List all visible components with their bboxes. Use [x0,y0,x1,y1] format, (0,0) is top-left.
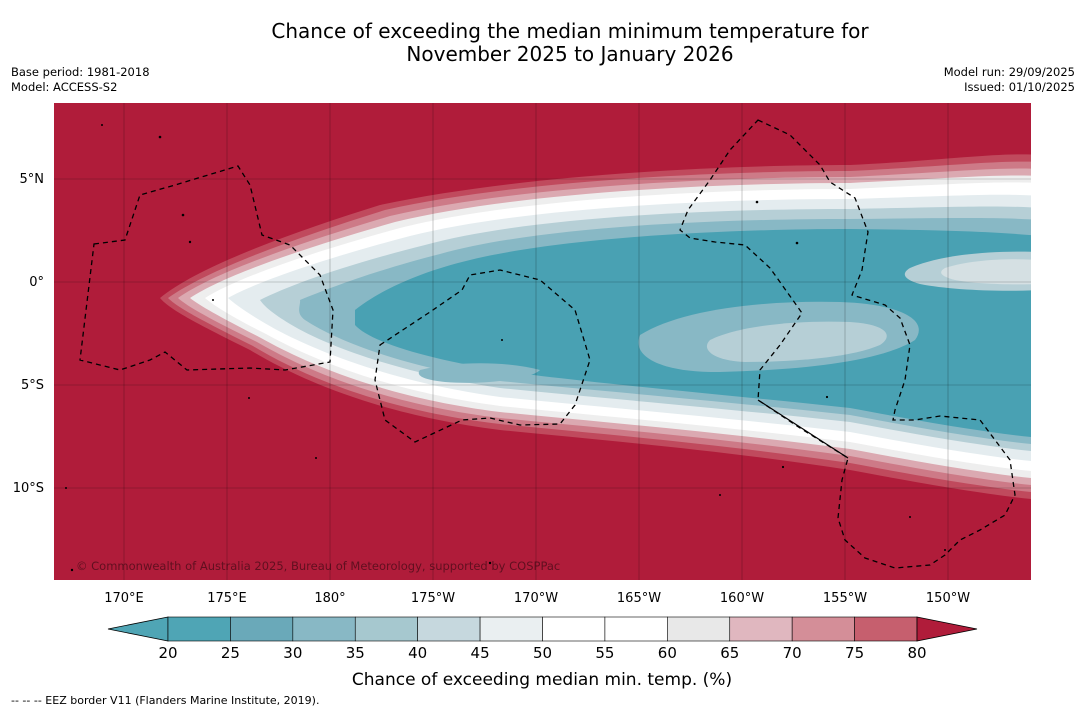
island [719,494,721,496]
colorbar-segment [604,616,668,642]
island [158,135,162,139]
colorbar-tick-label: 60 [658,644,677,662]
meta-left: Base period: 1981-2018 Model: ACCESS-S2 [11,65,150,95]
colorbar-segment [542,616,606,642]
lon-label: 170°W [514,591,558,606]
title-line-1: Chance of exceeding the median minimum t… [271,19,869,43]
colorbar-extend-low [107,616,169,642]
lon-label: 155°W [823,591,867,606]
island [315,457,317,459]
lat-label: 5°S [21,378,44,393]
colorbar-segment [230,616,294,642]
colorbar-tick-label: 40 [408,644,427,662]
lon-label: 150°W [926,591,970,606]
eez-borders [79,119,1016,569]
colorbar-segments [107,616,978,642]
lat-labels: 5°N 0° 5°S 10°S [13,172,44,496]
lon-label: 170°E [104,591,144,606]
islands [65,124,946,572]
island [781,465,785,469]
lon-label: 165°W [617,591,661,606]
colorbar: 20 25 30 35 40 45 50 55 60 65 70 75 80 Chance of exc… [107,616,978,690]
patch-center-light [706,321,887,362]
island [188,240,192,244]
footer-note: -- -- -- EEZ border V11 (Flanders Marine… [11,694,320,707]
island [181,213,185,217]
colorbar-tick-label: 55 [595,644,614,662]
island [65,487,67,489]
colorbar-segment [167,616,231,642]
colorbar-segment [354,616,418,642]
chart-title: Chance of exceeding the median minimum t… [0,20,1085,66]
colorbar-tick-label: 70 [783,644,802,662]
island [70,568,74,572]
lat-label: 5°N [20,172,45,187]
colorbar-ticks: 20 25 30 35 40 45 50 55 60 65 70 75 80 [158,644,926,662]
lon-label: 175°E [207,591,247,606]
meta-right: Model run: 29/09/2025 Issued: 01/10/2025 [944,65,1075,95]
lat-label: 10°S [13,481,44,496]
colorbar-segment [479,616,543,642]
eez-tokelau-phoenix [374,269,591,443]
model-name: Model: ACCESS-S2 [11,80,118,94]
colorbar-extend-high [916,616,978,642]
island [755,200,759,204]
colorbar-segment [791,616,855,642]
lon-label: 160°W [720,591,764,606]
colorbar-segment [729,616,793,642]
colorbar-tick-label: 65 [720,644,739,662]
colorbar-tick-label: 30 [283,644,302,662]
eez-solid-segment [757,399,849,459]
lon-label: 175°W [411,591,455,606]
eez-kiribati-gilberts [79,165,334,371]
eez-line-islands [679,119,1016,569]
graticule [54,103,1031,580]
issued-date: Issued: 01/10/2025 [964,80,1075,94]
island [212,299,214,301]
colorbar-tick-label: 50 [533,644,552,662]
island [909,516,911,518]
colorbar-tick-label: 35 [346,644,365,662]
colorbar-segment [417,616,481,642]
colorbar-tick-label: 20 [158,644,177,662]
colorbar-tick-label: 45 [471,644,490,662]
island [248,397,250,399]
colorbar-label: Chance of exceeding median min. temp. (%… [352,670,732,690]
copyright-text: © Commonwealth of Australia 2025, Bureau… [76,559,560,573]
model-run: Model run: 29/09/2025 [943,65,1075,79]
colorbar-segment [854,616,918,642]
colorbar-segment [292,616,356,642]
island [825,395,829,399]
colorbar-tick-label: 80 [907,644,926,662]
lon-labels: 170°E 175°E 180° 175°W 170°W 165°W 160°W… [104,591,970,606]
island [101,124,103,126]
colorbar-tick-label: 25 [221,644,240,662]
lat-label: 0° [29,275,44,290]
island [501,339,503,341]
island [795,241,799,245]
island [944,549,946,551]
patch-west [418,363,540,383]
colorbar-tick-label: 75 [845,644,864,662]
map-panel: © Commonwealth of Australia 2025, Bureau… [54,103,1031,580]
island [488,561,492,565]
patch-east-light [941,259,1031,285]
colorbar-segment [667,616,731,642]
lon-label: 180° [314,591,345,606]
base-period: Base period: 1981-2018 [11,65,150,79]
title-line-2: November 2025 to January 2026 [406,42,734,66]
